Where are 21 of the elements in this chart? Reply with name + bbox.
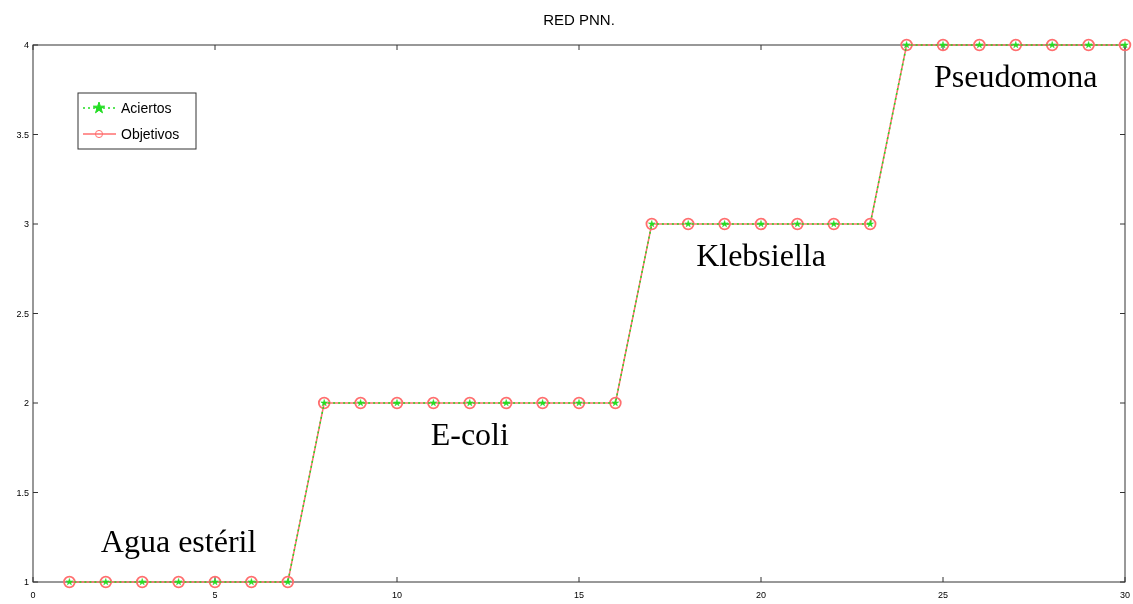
y-tick-label: 4 [23, 40, 29, 50]
y-tick-label: 3 [23, 219, 29, 229]
x-tick-label: 0 [30, 590, 36, 600]
annotation: Klebsiella [696, 237, 826, 273]
x-tick-label: 20 [755, 590, 767, 600]
y-tick-label: 2.5 [16, 308, 29, 319]
y-tick-label: 1.5 [16, 487, 29, 498]
annotation: E-coli [430, 416, 509, 452]
x-tick-label: 10 [391, 590, 403, 600]
y-tick-label: 3.5 [16, 129, 29, 140]
x-tick-label: 5 [212, 590, 218, 600]
x-tick-label: 25 [937, 590, 949, 600]
y-tick-label: 2 [23, 398, 29, 408]
x-tick-label: 30 [1119, 590, 1131, 600]
y-tick-label: 1 [23, 577, 29, 587]
legend-label: Aciertos [121, 100, 172, 116]
x-tick-label: 15 [573, 590, 585, 600]
annotation: Pseudomona [934, 58, 1098, 94]
chart-title: RED PNN. [543, 11, 615, 28]
annotation: Agua estéril [100, 523, 257, 559]
legend-label: Objetivos [121, 126, 180, 142]
